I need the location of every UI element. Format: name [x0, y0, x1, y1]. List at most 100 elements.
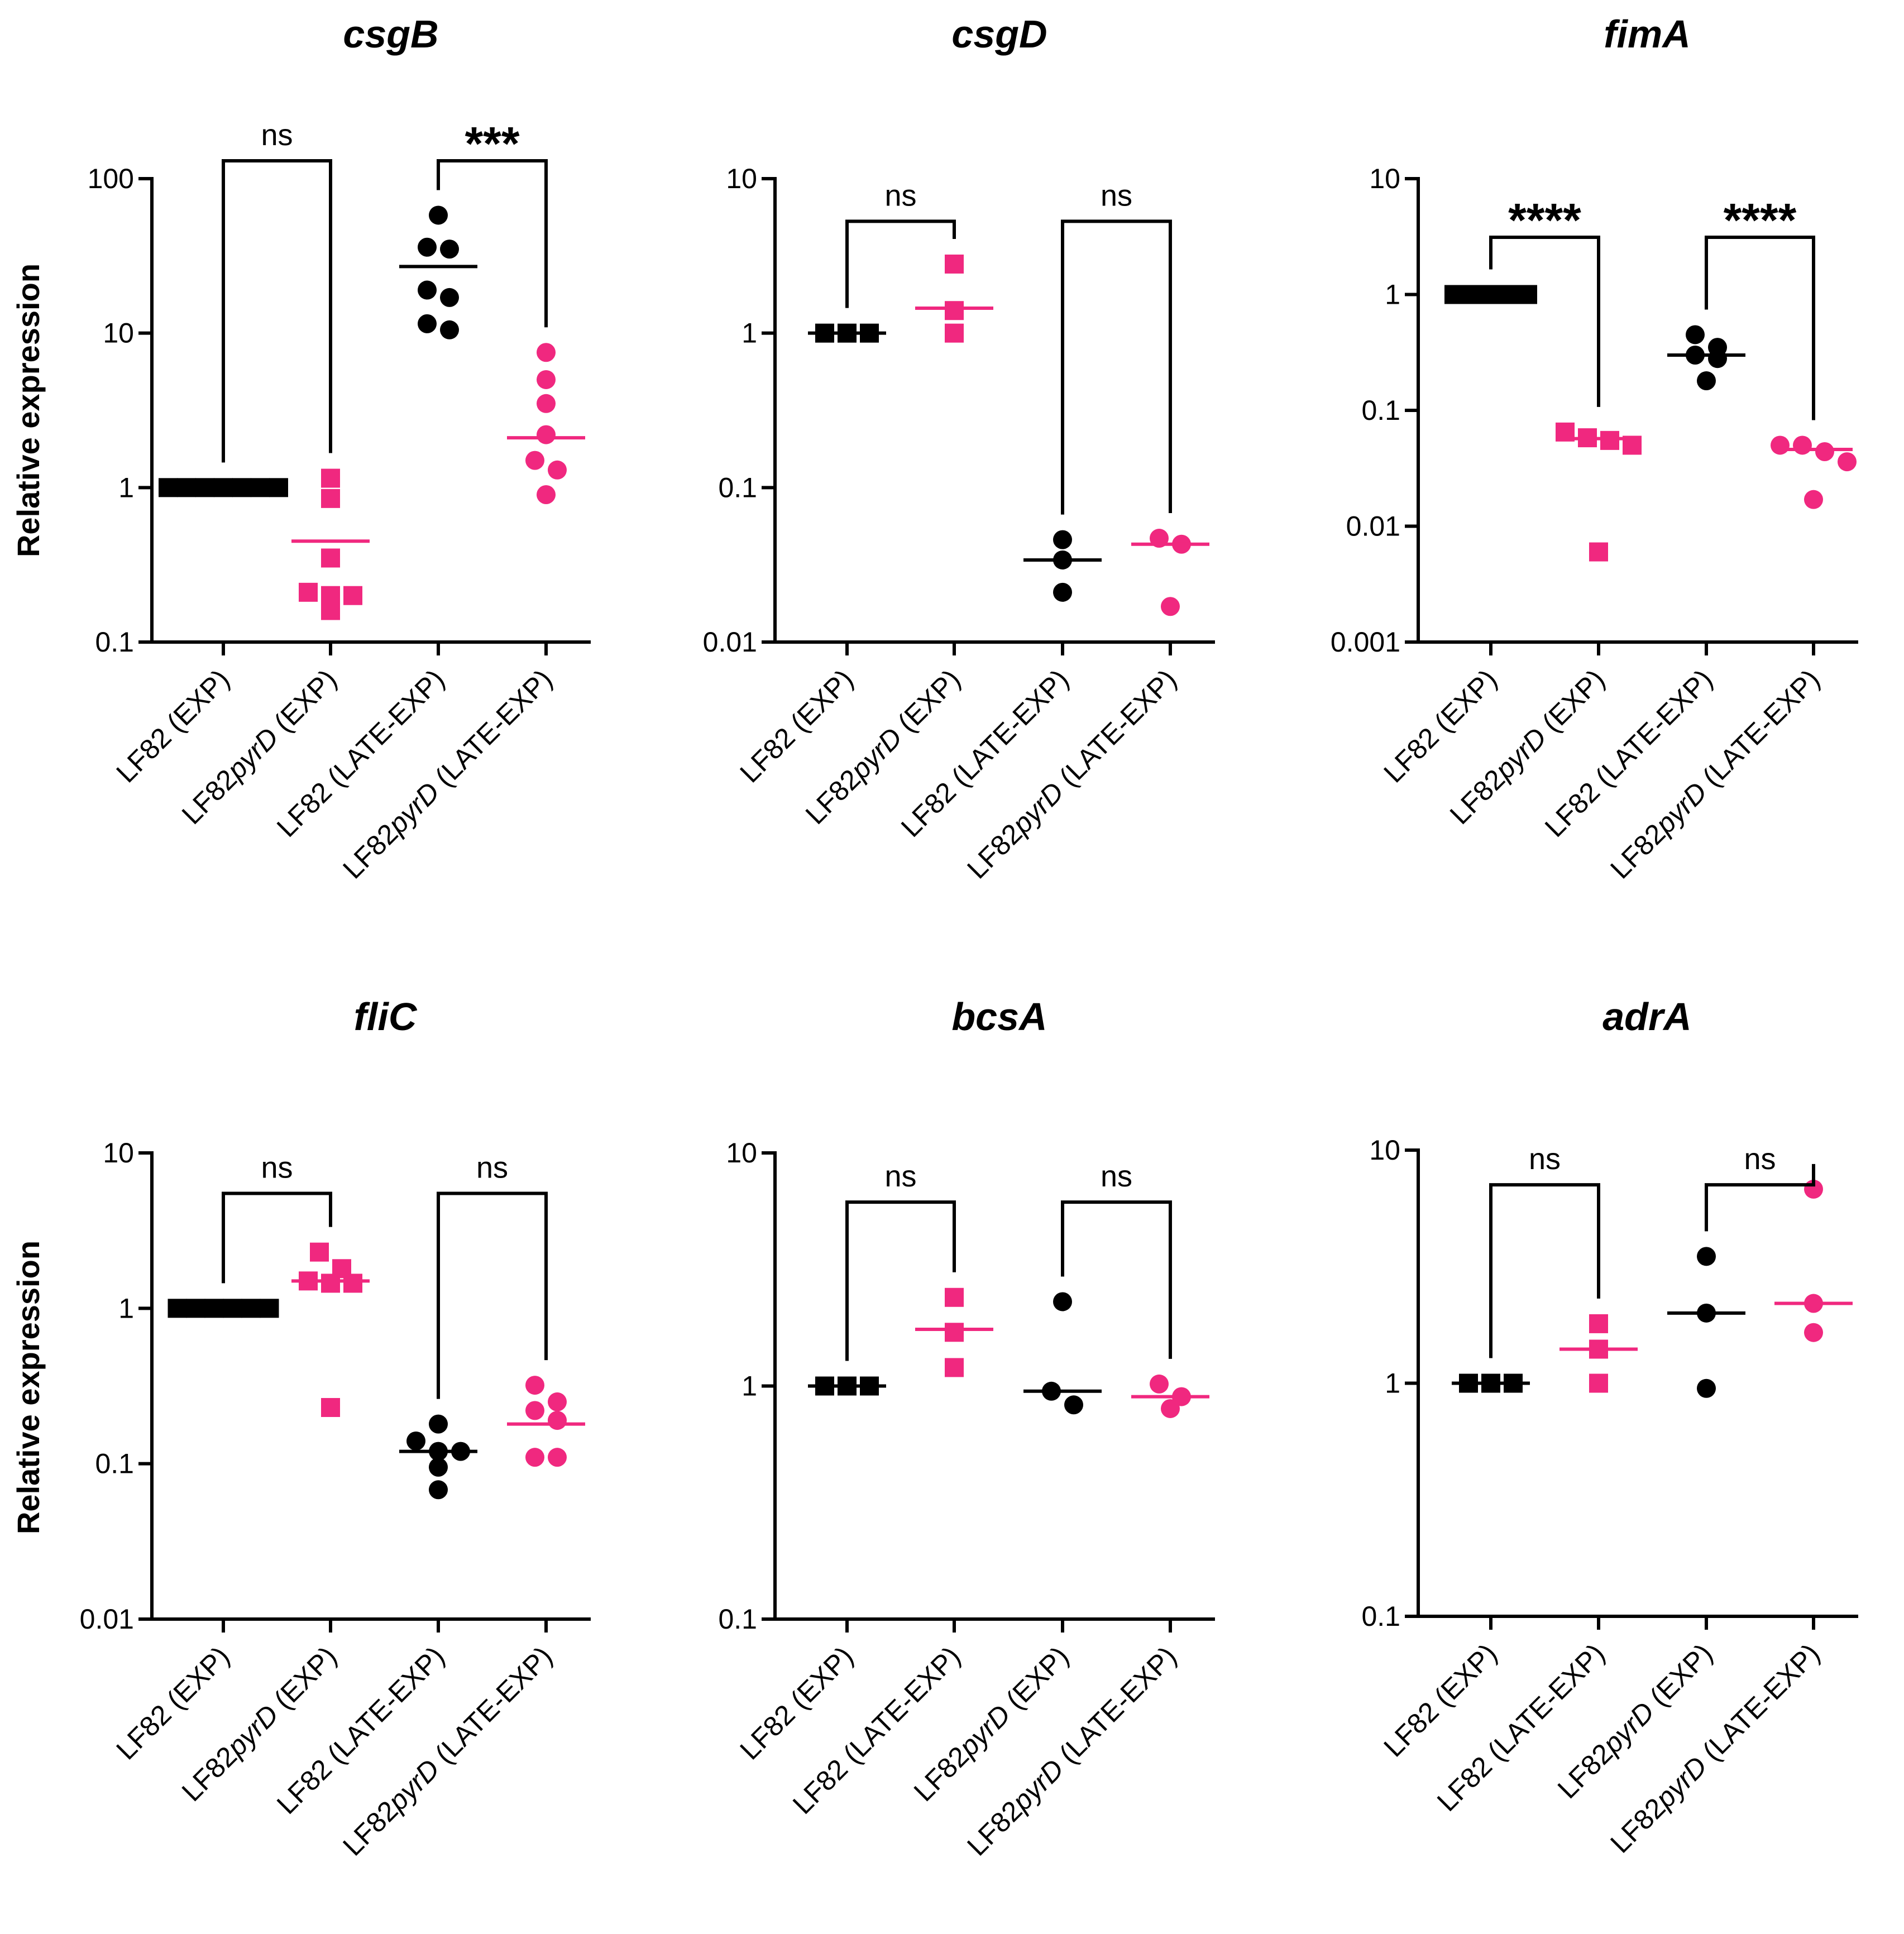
y-tick-label: 0.1 — [95, 626, 134, 658]
data-point — [260, 1299, 279, 1318]
data-point — [1053, 582, 1072, 602]
y-tick-label: 0.1 — [1361, 395, 1400, 426]
data-point — [1053, 530, 1072, 549]
significance-label: *** — [465, 117, 519, 170]
data-point — [1161, 597, 1180, 616]
data-point — [1589, 1373, 1608, 1393]
data-point — [1053, 1292, 1072, 1311]
data-point — [440, 320, 459, 339]
data-point — [321, 468, 340, 488]
data-point — [1838, 452, 1857, 472]
significance-label: ns — [1101, 179, 1132, 212]
y-axis-label: Relative expression — [11, 1241, 46, 1534]
data-point — [418, 237, 437, 257]
x-category-label: LF82pyrD (LATE-EXP) — [337, 1640, 558, 1862]
significance-bracket — [1489, 1183, 1600, 1358]
data-point — [945, 323, 964, 343]
significance-label: ns — [884, 179, 916, 212]
significance-bracket — [845, 219, 956, 308]
chart-title: csgB — [343, 12, 438, 56]
y-tick-label: 0.1 — [718, 472, 757, 503]
y-tick-label: 0.1 — [718, 1603, 757, 1635]
data-point — [1697, 371, 1716, 391]
significance-bracket — [1061, 1200, 1172, 1359]
data-point — [269, 478, 288, 497]
data-point — [343, 586, 362, 605]
data-point — [321, 489, 340, 508]
data-point — [1589, 542, 1608, 562]
data-point — [418, 280, 437, 300]
data-point — [321, 601, 340, 620]
data-point — [429, 1480, 448, 1500]
y-tick-label: 10 — [726, 163, 757, 194]
data-point — [343, 1274, 362, 1293]
data-point — [537, 425, 556, 444]
data-point — [159, 478, 178, 497]
data-point — [429, 1457, 448, 1477]
y-tick-label: 0.01 — [80, 1603, 134, 1635]
data-point — [945, 1287, 964, 1307]
significance-bracket — [1489, 236, 1600, 407]
data-point — [1150, 1374, 1169, 1394]
data-point — [548, 460, 567, 480]
y-tick-label: 0.1 — [95, 1448, 134, 1480]
chart-title: fimA — [1604, 12, 1691, 56]
data-point — [1697, 1378, 1716, 1398]
significance-label: ns — [1744, 1142, 1776, 1176]
significance-label: **** — [1724, 194, 1797, 246]
data-point — [1064, 1395, 1083, 1415]
significance-label: ns — [261, 118, 293, 152]
data-point — [440, 240, 459, 259]
data-point — [406, 1431, 425, 1450]
significance-bracket — [437, 1191, 548, 1399]
y-tick-label: 1 — [1385, 1368, 1400, 1399]
data-point — [418, 314, 437, 333]
significance-bracket — [1705, 1164, 1815, 1232]
significance-bracket — [1705, 236, 1815, 420]
y-tick-label: 100 — [88, 163, 134, 194]
data-point — [1771, 435, 1790, 455]
data-point — [1815, 442, 1834, 461]
data-point — [525, 1448, 544, 1467]
data-point — [168, 1299, 187, 1318]
significance-label: ns — [261, 1151, 293, 1185]
data-point — [537, 343, 556, 362]
significance-bracket — [222, 1191, 332, 1284]
chart-title: csgD — [951, 12, 1047, 56]
significance-bracket — [845, 1200, 956, 1361]
data-point — [1804, 490, 1823, 509]
significance-label: **** — [1508, 194, 1581, 246]
data-point — [321, 1274, 340, 1293]
significance-label: ns — [1529, 1142, 1561, 1176]
y-tick-label: 10 — [103, 318, 134, 349]
data-point — [945, 1323, 964, 1342]
significance-bracket — [222, 159, 332, 463]
x-category-label: LF82pyrD (LATE-EXP) — [337, 663, 558, 885]
significance-label: ns — [1101, 1160, 1132, 1193]
data-point — [945, 301, 964, 320]
data-point — [1686, 325, 1705, 344]
data-point — [299, 582, 318, 602]
y-tick-label: 0.01 — [1346, 511, 1400, 542]
data-point — [1600, 430, 1619, 450]
data-point — [1161, 1399, 1180, 1418]
y-tick-label: 10 — [726, 1137, 757, 1169]
y-tick-label: 1 — [741, 1371, 757, 1402]
data-point — [1697, 1247, 1716, 1266]
y-axis-label: Relative expression — [11, 264, 46, 557]
data-point — [429, 205, 448, 225]
x-category-label: LF82pyrD (LATE-EXP) — [961, 1640, 1183, 1862]
data-point — [525, 1401, 544, 1420]
data-point — [321, 548, 340, 568]
data-point — [537, 394, 556, 413]
data-point — [321, 1397, 340, 1417]
chart-title: fliC — [354, 995, 418, 1038]
data-point — [548, 1392, 567, 1411]
